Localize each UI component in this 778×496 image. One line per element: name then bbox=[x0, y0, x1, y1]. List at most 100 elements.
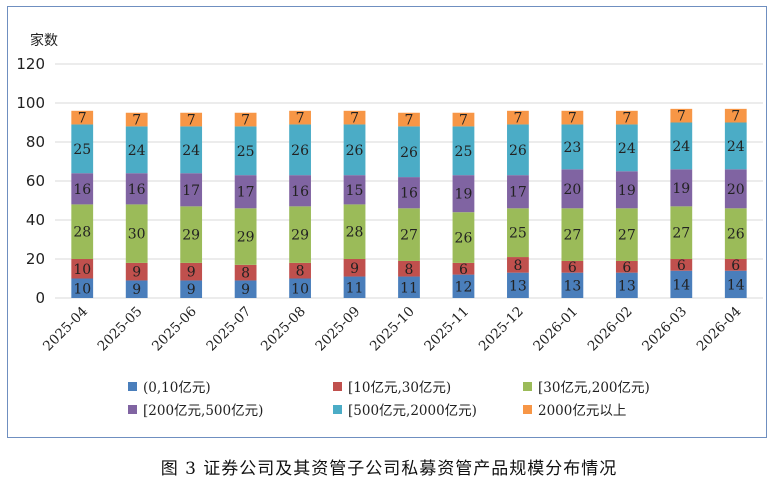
data-label: 28 bbox=[73, 225, 91, 241]
data-label: 17 bbox=[509, 185, 527, 201]
bar-segment bbox=[452, 175, 475, 213]
bar-segment bbox=[507, 208, 529, 258]
bar-segment bbox=[670, 270, 693, 298]
data-label: 26 bbox=[455, 231, 473, 247]
legend-item: (0,10亿元) bbox=[128, 376, 211, 396]
data-label: 9 bbox=[132, 282, 141, 298]
bar-segment bbox=[452, 274, 475, 298]
bar-segment bbox=[724, 108, 747, 123]
legend-label: [500亿元,2000亿元) bbox=[348, 403, 477, 419]
x-tick-label: 2025-05 bbox=[95, 304, 146, 355]
bar-segment bbox=[615, 110, 638, 125]
bar-segment bbox=[452, 262, 475, 275]
x-tick-label: 2025-06 bbox=[149, 304, 200, 355]
x-tick-label: 2026-01 bbox=[530, 304, 581, 355]
y-tick-label: 60 bbox=[26, 172, 45, 190]
bar-segment bbox=[398, 208, 420, 261]
legend-swatch bbox=[523, 404, 532, 414]
bar-segment bbox=[343, 259, 366, 277]
legend-label: 2000亿元以上 bbox=[538, 403, 627, 419]
bar-segment bbox=[289, 262, 311, 279]
data-label: 24 bbox=[128, 143, 146, 159]
bar-segment bbox=[180, 280, 203, 298]
data-label: 10 bbox=[73, 262, 91, 278]
bar-segment bbox=[724, 270, 747, 298]
data-label: 9 bbox=[187, 265, 196, 281]
bar-segment bbox=[561, 272, 584, 298]
data-label: 19 bbox=[672, 181, 690, 197]
bar-segment bbox=[452, 212, 475, 263]
legend-label: [30亿元,200亿元) bbox=[538, 380, 650, 396]
data-label: 6 bbox=[568, 260, 577, 276]
x-tick-label: 2025-08 bbox=[258, 304, 309, 355]
data-label: 16 bbox=[291, 184, 309, 200]
bar-segment bbox=[615, 124, 638, 172]
bar-segment bbox=[398, 260, 420, 277]
bar-segment bbox=[561, 169, 584, 209]
bar-segment bbox=[507, 124, 529, 176]
chart-frame: 0 20 40 60 80 100 120 家数 10 10 28 16 25 7 2025-04 9 9 30 1… bbox=[7, 6, 767, 438]
bar-segment bbox=[507, 110, 529, 125]
bar-segment bbox=[289, 175, 311, 207]
data-label: 17 bbox=[182, 183, 200, 199]
bar-segment bbox=[234, 280, 257, 298]
bar-segment bbox=[343, 175, 366, 205]
bar-segment bbox=[125, 112, 148, 127]
bar-segment bbox=[343, 124, 366, 176]
data-label: 11 bbox=[400, 280, 418, 296]
bar-segment bbox=[670, 169, 693, 207]
bar-segment bbox=[343, 204, 366, 259]
x-tick-label: 2026-04 bbox=[694, 304, 745, 355]
data-label: 8 bbox=[405, 262, 414, 278]
bar-segment bbox=[71, 124, 94, 174]
legend-item: [30亿元,200亿元) bbox=[523, 376, 650, 396]
data-label: 11 bbox=[346, 280, 364, 296]
data-label: 10 bbox=[291, 281, 309, 297]
bar-segment bbox=[125, 204, 148, 263]
stacked-bar-chart: 020406080100120家数101028162572025-0499301… bbox=[16, 32, 763, 355]
data-label: 20 bbox=[563, 182, 581, 198]
data-label: 9 bbox=[241, 282, 250, 298]
bar-segment bbox=[507, 257, 529, 273]
bar-segment bbox=[180, 126, 203, 174]
bar-segment bbox=[71, 278, 94, 298]
data-label: 24 bbox=[182, 143, 200, 159]
data-label: 7 bbox=[78, 111, 87, 127]
data-label: 29 bbox=[182, 228, 200, 244]
bar-segment bbox=[234, 264, 257, 281]
data-label: 7 bbox=[459, 113, 468, 129]
data-label: 24 bbox=[618, 141, 636, 157]
bar-segment bbox=[71, 204, 94, 259]
bar-segment bbox=[398, 126, 420, 178]
bar-segment bbox=[125, 173, 148, 205]
data-label: 19 bbox=[455, 187, 473, 203]
data-label: 7 bbox=[622, 111, 631, 127]
data-label: 6 bbox=[459, 262, 468, 278]
bar-segment bbox=[125, 280, 148, 298]
x-tick-label: 2025-07 bbox=[203, 304, 254, 355]
y-tick-label: 120 bbox=[16, 55, 45, 73]
figure-caption: 图 3 证券公司及其资管子公司私募资管产品规模分布情况 bbox=[160, 459, 618, 479]
data-label: 25 bbox=[237, 144, 255, 160]
data-label: 17 bbox=[237, 185, 255, 201]
bar-segment bbox=[452, 126, 475, 176]
legend-swatch bbox=[333, 404, 342, 414]
data-label: 16 bbox=[128, 182, 146, 198]
data-label: 9 bbox=[132, 265, 141, 281]
bar-segment bbox=[234, 112, 257, 127]
bar-segment bbox=[343, 110, 366, 125]
y-tick-label: 40 bbox=[26, 211, 45, 229]
data-label: 6 bbox=[622, 260, 631, 276]
x-tick-label: 2025-10 bbox=[367, 304, 418, 355]
bar-segment bbox=[615, 260, 638, 273]
bar-segment bbox=[724, 208, 747, 259]
y-tick-label: 100 bbox=[16, 94, 45, 112]
bar-segment bbox=[289, 206, 311, 263]
bar-segment bbox=[234, 126, 257, 176]
data-label: 29 bbox=[291, 228, 309, 244]
data-label: 27 bbox=[400, 228, 418, 244]
data-label: 25 bbox=[509, 226, 527, 242]
bar-segment bbox=[561, 110, 584, 125]
y-tick-label: 0 bbox=[35, 289, 45, 307]
data-label: 7 bbox=[568, 111, 577, 127]
